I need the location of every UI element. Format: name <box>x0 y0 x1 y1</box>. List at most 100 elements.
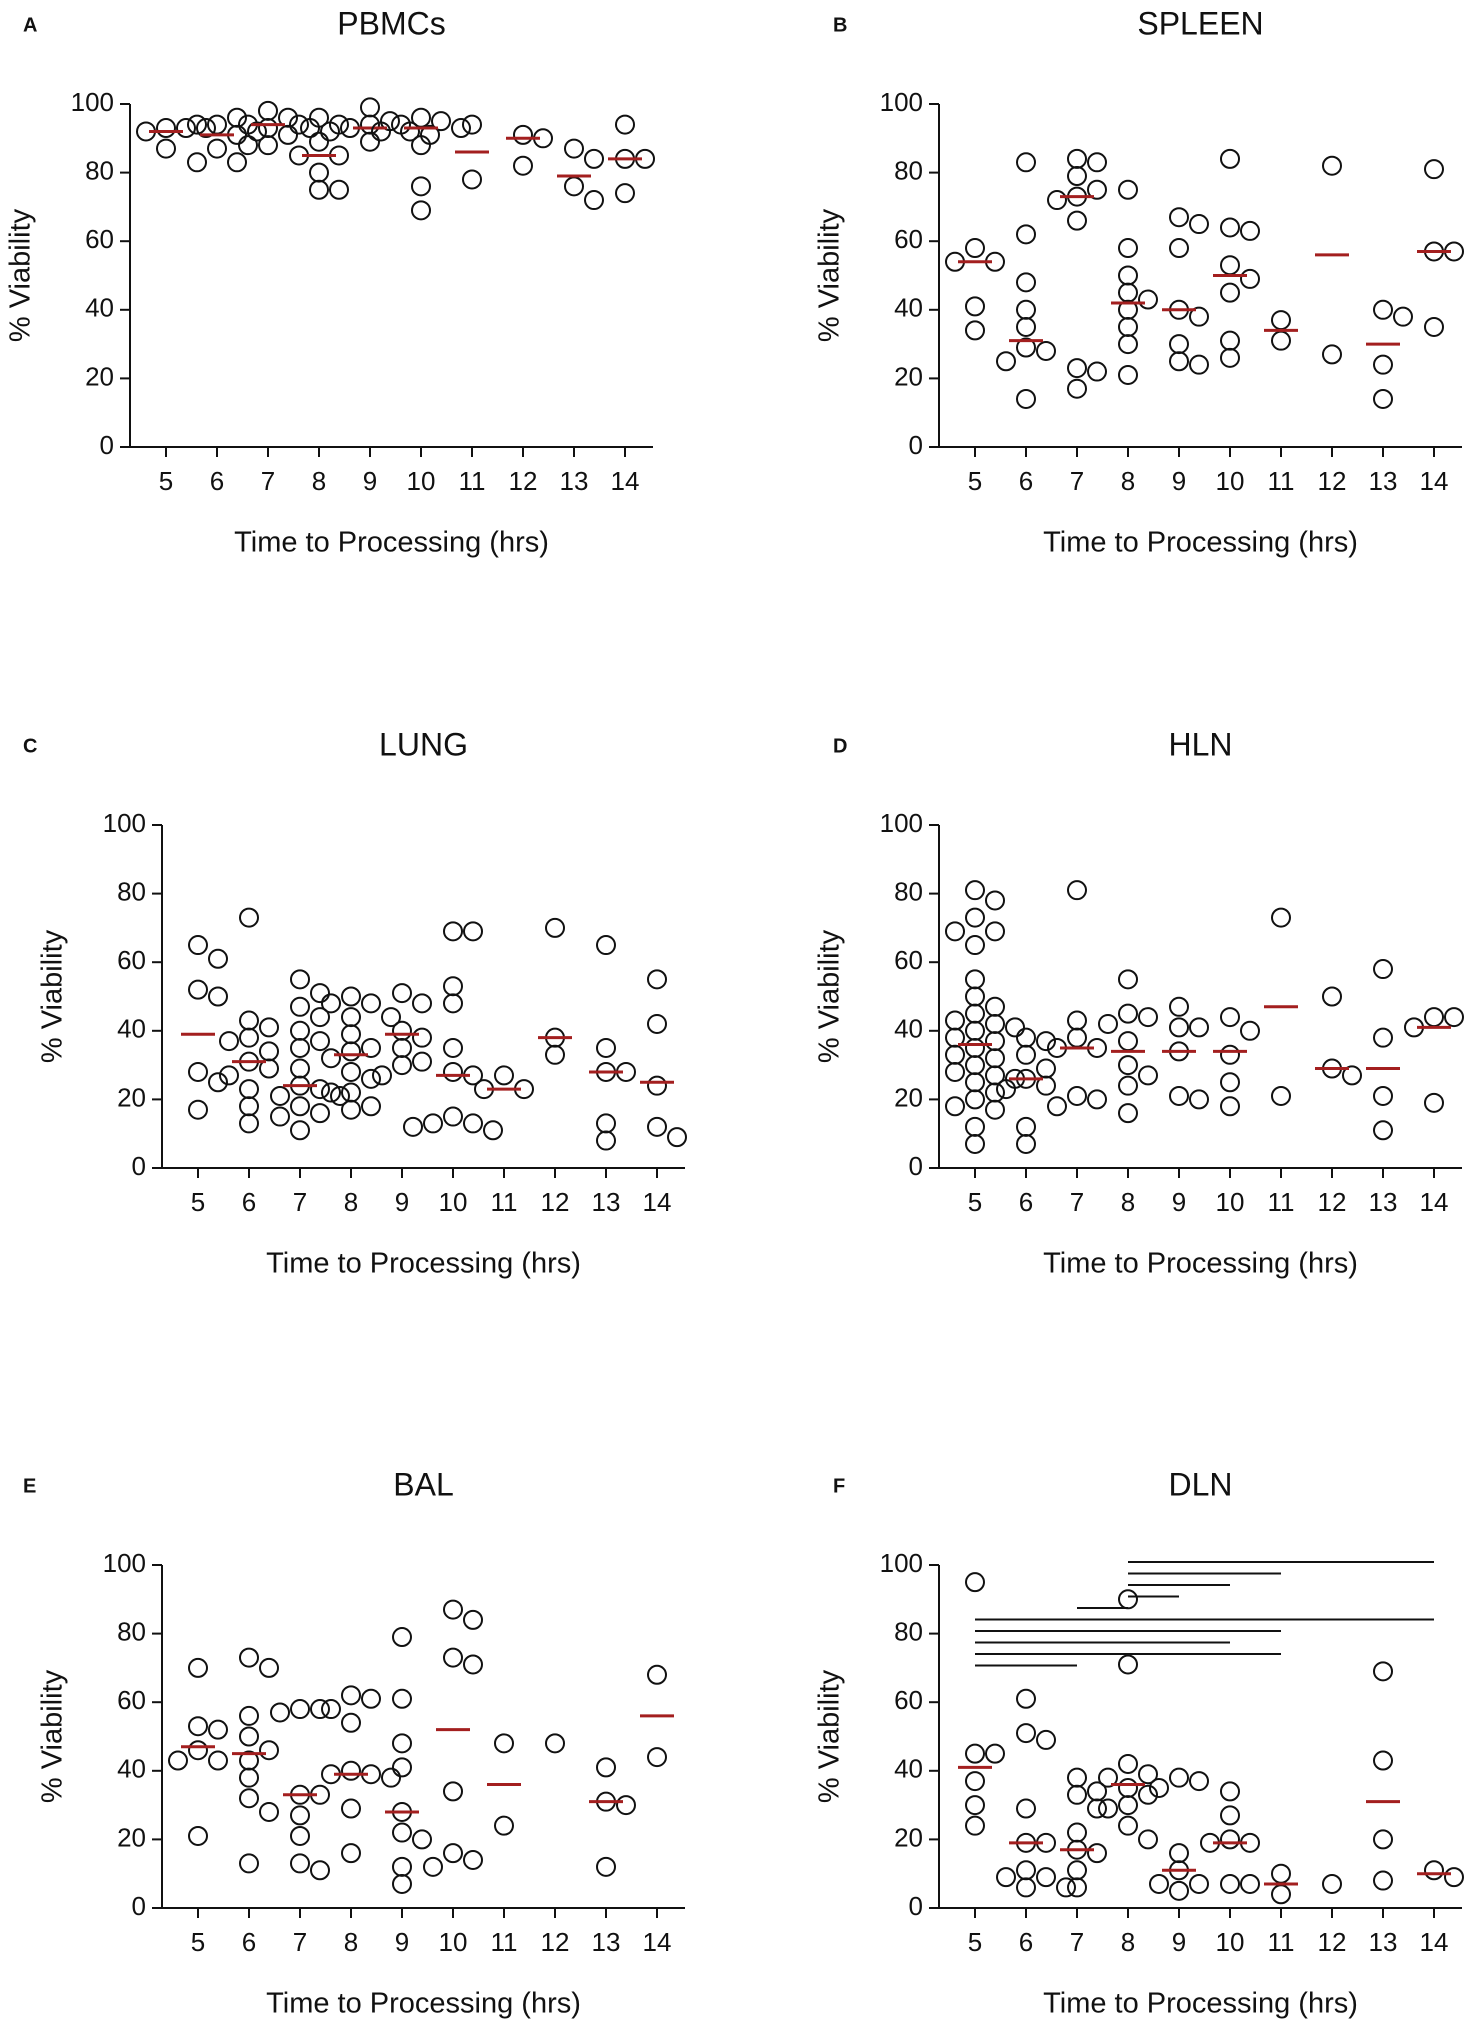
y-axis-label: % Viability <box>37 1669 69 1803</box>
data-point <box>1220 1781 1240 1802</box>
data-point <box>341 1099 361 1120</box>
data-point <box>463 921 483 942</box>
data-point <box>463 1849 483 1870</box>
data-point <box>411 107 431 128</box>
data-point <box>985 1743 1005 1764</box>
data-point <box>596 935 616 956</box>
data-point <box>258 100 278 121</box>
y-tick-label: 20 <box>117 1822 146 1852</box>
data-point <box>1036 1031 1056 1052</box>
data-point <box>156 118 176 139</box>
y-tick-label: 60 <box>117 1685 146 1715</box>
data-point <box>341 1798 361 1819</box>
data-point <box>341 1061 361 1082</box>
data-point <box>1118 1795 1138 1816</box>
data-point <box>1087 1843 1107 1864</box>
data-point <box>403 1116 423 1137</box>
x-tick-label: 6 <box>242 1187 256 1217</box>
y-tick-label: 40 <box>894 1014 923 1044</box>
x-tick-label: 14 <box>1420 466 1449 496</box>
data-point <box>321 993 341 1014</box>
data-point <box>615 183 635 204</box>
data-point <box>443 1843 463 1864</box>
data-point <box>1016 1798 1036 1819</box>
data-point <box>1016 316 1036 337</box>
panel-title: BAL <box>393 1466 453 1502</box>
data-point <box>196 118 216 139</box>
data-point <box>258 135 278 156</box>
data-point <box>1118 969 1138 990</box>
data-point <box>965 1572 985 1593</box>
data-point <box>259 1058 279 1079</box>
y-tick-label: 0 <box>909 430 923 460</box>
data-point <box>545 917 565 938</box>
x-tick-label: 12 <box>1318 1187 1347 1217</box>
data-point <box>1271 310 1291 331</box>
y-tick-label: 0 <box>132 1891 146 1921</box>
x-tick-label: 9 <box>1172 1187 1186 1217</box>
data-point <box>1373 1120 1393 1141</box>
data-point <box>321 1048 341 1069</box>
data-point <box>412 1027 432 1048</box>
data-point <box>391 114 411 135</box>
data-point <box>392 1037 412 1058</box>
data-point <box>1098 1767 1118 1788</box>
data-point <box>1149 1777 1169 1798</box>
x-axis-label: Time to Processing (hrs) <box>1043 527 1358 559</box>
data-point <box>1220 347 1240 368</box>
x-axis-label: Time to Processing (hrs) <box>266 1988 581 2020</box>
data-point <box>1056 1877 1076 1898</box>
data-point <box>1138 1007 1158 1028</box>
data-point <box>239 907 259 928</box>
data-point <box>965 1795 985 1816</box>
data-point <box>1322 1873 1342 1894</box>
data-point <box>1220 1873 1240 1894</box>
data-point <box>1169 1767 1189 1788</box>
x-tick-label: 9 <box>1172 1927 1186 1957</box>
x-tick-label: 10 <box>1216 1927 1245 1957</box>
data-point <box>965 1089 985 1110</box>
x-tick-label: 9 <box>1172 466 1186 496</box>
data-point <box>270 1106 290 1127</box>
data-point <box>1220 1072 1240 1093</box>
data-point <box>1047 1096 1067 1117</box>
data-point <box>451 118 471 139</box>
data-point <box>259 1041 279 1062</box>
data-point <box>965 296 985 317</box>
data-point <box>187 152 207 173</box>
data-point <box>1220 1829 1240 1850</box>
x-tick-label: 5 <box>968 1187 982 1217</box>
data-point <box>1098 1013 1118 1034</box>
data-point <box>431 111 451 132</box>
data-point <box>584 148 604 169</box>
data-point <box>443 993 463 1014</box>
data-point <box>443 921 463 942</box>
data-point <box>1036 1075 1056 1096</box>
data-point <box>596 1757 616 1778</box>
data-point <box>443 1061 463 1082</box>
data-point <box>985 1048 1005 1069</box>
data-point <box>290 1120 310 1141</box>
data-point <box>965 1072 985 1093</box>
data-point <box>207 138 227 159</box>
data-point <box>1138 1065 1158 1086</box>
data-point <box>361 993 381 1014</box>
data-point <box>1118 1777 1138 1798</box>
data-point <box>1067 1860 1087 1881</box>
data-point <box>1322 155 1342 176</box>
data-point <box>1373 1661 1393 1682</box>
data-point <box>1271 907 1291 928</box>
data-point <box>996 1079 1016 1100</box>
data-point <box>985 1031 1005 1052</box>
data-point <box>1118 1654 1138 1675</box>
data-point <box>1087 179 1107 200</box>
data-point <box>1138 1764 1158 1785</box>
data-point <box>1067 1767 1087 1788</box>
data-point <box>1118 1031 1138 1052</box>
data-point <box>1067 1784 1087 1805</box>
data-point <box>227 152 247 173</box>
data-point <box>1067 166 1087 187</box>
x-tick-label: 8 <box>1121 466 1135 496</box>
data-point <box>208 1750 228 1771</box>
data-point <box>596 1037 616 1058</box>
